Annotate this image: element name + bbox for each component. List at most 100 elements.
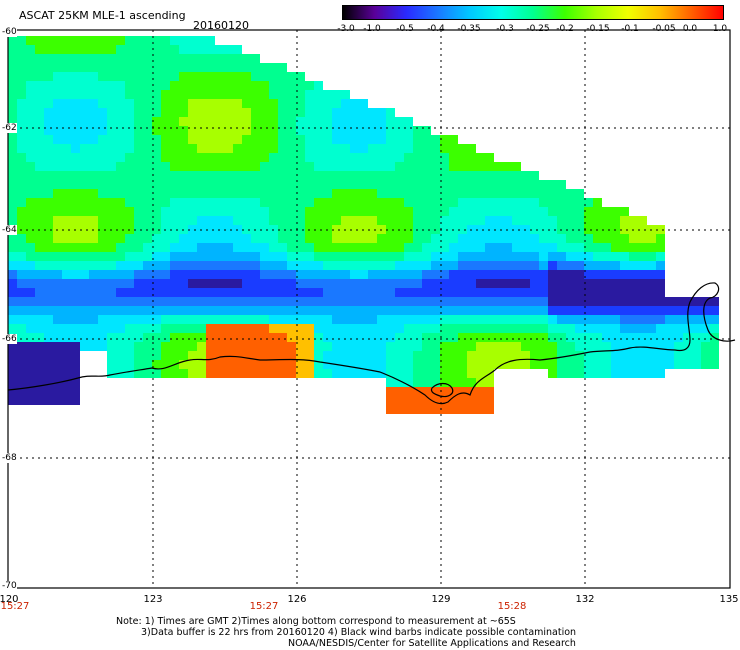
data-cell (332, 279, 341, 288)
data-cell (314, 315, 323, 324)
data-cell (152, 81, 161, 90)
data-cell (611, 306, 620, 315)
data-cell (584, 216, 593, 225)
data-cell (143, 342, 152, 351)
data-cell (413, 351, 422, 360)
data-cell (503, 333, 512, 342)
data-cell (107, 351, 116, 360)
data-cell (332, 288, 341, 297)
data-cell (629, 243, 638, 252)
data-cell (584, 369, 593, 378)
data-cell (449, 153, 458, 162)
grid-lines (8, 30, 730, 588)
data-cell (71, 117, 80, 126)
data-cell (413, 342, 422, 351)
data-cell (89, 54, 98, 63)
data-cell (620, 261, 629, 270)
data-cell (440, 342, 449, 351)
data-cell (17, 90, 26, 99)
data-cell (386, 198, 395, 207)
data-cell (80, 108, 89, 117)
data-cell (26, 63, 35, 72)
data-cell (314, 270, 323, 279)
data-cell (557, 189, 566, 198)
data-cell (539, 342, 548, 351)
data-cell (494, 198, 503, 207)
data-cell (17, 279, 26, 288)
data-cell (206, 198, 215, 207)
data-cell (467, 342, 476, 351)
data-cell (71, 63, 80, 72)
data-cell (431, 198, 440, 207)
data-cell (512, 360, 521, 369)
data-cell (44, 189, 53, 198)
data-cell (368, 243, 377, 252)
data-cell (44, 261, 53, 270)
data-cell (80, 54, 89, 63)
data-cell (278, 81, 287, 90)
data-cell (503, 297, 512, 306)
data-cell (512, 252, 521, 261)
data-cell (350, 270, 359, 279)
data-cell (386, 378, 395, 387)
data-cell (593, 297, 602, 306)
data-cell (53, 297, 62, 306)
data-cell (242, 81, 251, 90)
data-cell (197, 234, 206, 243)
data-cell (368, 252, 377, 261)
data-cell (62, 333, 71, 342)
data-cell (503, 162, 512, 171)
data-cell (152, 288, 161, 297)
data-cell (494, 342, 503, 351)
data-cell (179, 171, 188, 180)
data-cell (170, 279, 179, 288)
data-cell (8, 252, 17, 261)
data-cell (116, 135, 125, 144)
data-cell (341, 189, 350, 198)
data-cell (584, 279, 593, 288)
data-cell (161, 315, 170, 324)
data-cell (413, 396, 422, 405)
data-cell (170, 342, 179, 351)
data-cell (377, 306, 386, 315)
data-cell (35, 180, 44, 189)
data-cell (314, 99, 323, 108)
data-cell (584, 351, 593, 360)
data-cell (566, 360, 575, 369)
data-cell (224, 144, 233, 153)
data-cell (89, 108, 98, 117)
data-cell (422, 306, 431, 315)
data-cell (206, 243, 215, 252)
data-cell (665, 360, 674, 369)
data-cell (422, 216, 431, 225)
colorbar-label: -1.0 (363, 24, 381, 34)
data-cell (26, 135, 35, 144)
data-cell (692, 360, 701, 369)
data-cell (485, 279, 494, 288)
data-cell (35, 252, 44, 261)
data-cell (503, 180, 512, 189)
data-cell (89, 216, 98, 225)
data-cell (332, 369, 341, 378)
data-cell (170, 315, 179, 324)
data-cell (431, 387, 440, 396)
data-cell (170, 270, 179, 279)
data-cell (197, 288, 206, 297)
data-cell (71, 144, 80, 153)
data-cell (359, 108, 368, 117)
data-cell (143, 333, 152, 342)
data-cell (422, 342, 431, 351)
data-cell (224, 324, 233, 333)
data-cell (125, 261, 134, 270)
data-cell (206, 279, 215, 288)
data-cell (332, 153, 341, 162)
data-cell (323, 315, 332, 324)
data-cell (395, 270, 404, 279)
lon-label: 126 (287, 594, 307, 605)
data-cell (386, 351, 395, 360)
data-cell (197, 351, 206, 360)
data-cell (440, 360, 449, 369)
data-cell (17, 297, 26, 306)
data-cell (62, 279, 71, 288)
data-cell (98, 261, 107, 270)
